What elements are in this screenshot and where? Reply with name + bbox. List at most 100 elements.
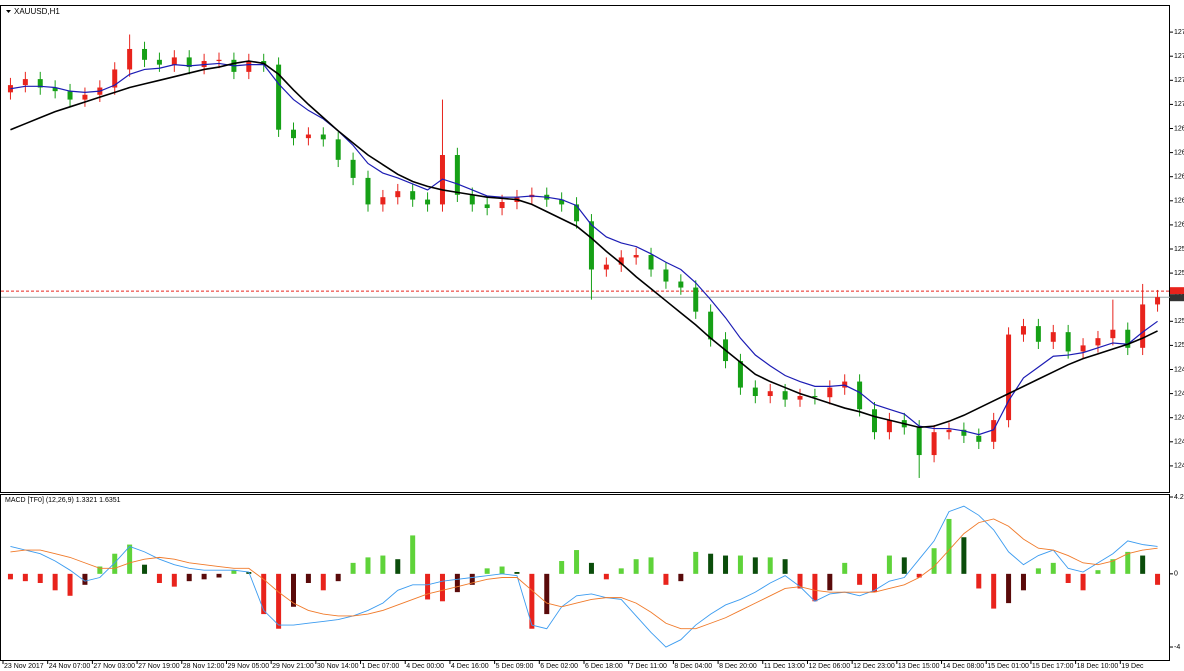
histogram-bar — [261, 573, 267, 615]
histogram-bar — [648, 557, 654, 574]
symbol-label: XAUUSD,H1 — [14, 7, 60, 16]
histogram-bar — [797, 573, 803, 589]
candle-body — [216, 59, 222, 62]
candle-body — [767, 391, 773, 397]
histogram-bar — [514, 572, 520, 574]
candle-body — [246, 61, 252, 72]
histogram-bar — [469, 573, 475, 585]
histogram-bar — [1140, 555, 1146, 574]
candle-body — [1155, 297, 1161, 305]
histogram-bar — [588, 562, 594, 574]
x-tick-label: 29 Nov 05:00 — [227, 663, 269, 670]
candle-body — [350, 159, 356, 178]
y-tick-label: 1248 — [1174, 366, 1184, 373]
histogram-bar — [97, 566, 103, 574]
candle-body — [1125, 329, 1131, 348]
histogram-bar — [559, 561, 565, 574]
candle-body — [127, 48, 133, 70]
histogram-bar — [142, 564, 148, 574]
candle-body — [186, 57, 192, 68]
x-tick-label: 7 Dec 11:00 — [630, 663, 667, 670]
candle-body — [52, 87, 58, 92]
histogram-bar — [886, 555, 892, 574]
histogram-bar — [574, 550, 580, 574]
candle-body — [67, 91, 73, 100]
bid-tag — [1170, 294, 1184, 302]
histogram-bar — [916, 573, 922, 578]
candle-body — [991, 420, 997, 442]
x-tick-label: 4 Dec 00:00 — [406, 663, 444, 670]
histogram-bar — [22, 573, 28, 582]
candle-body — [946, 429, 952, 433]
histogram-bar — [737, 555, 743, 574]
x-tick-label: 4 Dec 16:00 — [451, 663, 489, 670]
candle-body — [22, 79, 28, 86]
candle-body — [156, 59, 162, 65]
x-tick-label: 12 Dec 06:00 — [808, 663, 850, 670]
histogram-bar — [872, 573, 877, 593]
histogram-bar — [1080, 573, 1086, 591]
histogram-bar — [1050, 562, 1056, 574]
x-tick-label: 30 Nov 14:00 — [317, 663, 359, 670]
histogram-bar — [901, 557, 907, 574]
candle-body — [857, 381, 863, 410]
moving-average — [10, 62, 1158, 436]
symbol-menu-arrow[interactable] — [6, 10, 11, 13]
histogram-bar — [156, 573, 162, 583]
x-tick-label: 27 Nov 19:00 — [138, 663, 180, 670]
histogram-bar — [320, 573, 326, 591]
candle-body — [201, 61, 207, 68]
x-tick-label: 12 Dec 23:00 — [853, 663, 895, 670]
x-tick-label: 8 Dec 04:00 — [674, 663, 712, 670]
y-tick-label: 1244 — [1174, 415, 1184, 422]
candle-body — [693, 287, 699, 312]
histogram-bar — [305, 573, 311, 583]
candle-body — [1065, 332, 1071, 352]
y-tick-label: 4.2 — [1174, 494, 1184, 501]
y-tick-label: 1270 — [1174, 101, 1184, 108]
candle-body — [171, 57, 177, 65]
candle-body — [1110, 329, 1116, 339]
candle-body — [737, 361, 743, 388]
histogram-bar — [663, 573, 669, 585]
candle-body — [559, 199, 565, 205]
candle-body — [708, 311, 714, 340]
candle-body — [499, 202, 505, 209]
candle-body — [752, 387, 758, 397]
x-tick-label: 1 Dec 07:00 — [362, 663, 400, 670]
candle-body — [648, 255, 654, 270]
candle-body — [142, 48, 148, 60]
histogram-bar — [529, 573, 535, 629]
histogram-bar — [291, 573, 296, 607]
histogram-bar — [350, 562, 356, 574]
histogram-bar — [812, 573, 818, 602]
histogram-bar — [961, 537, 967, 574]
histogram-bar — [37, 573, 43, 583]
y-tick-label: 1260 — [1174, 222, 1184, 229]
candle-body — [1095, 338, 1101, 346]
moving-average — [10, 60, 1158, 429]
y-tick-label: 1264 — [1174, 174, 1184, 181]
candle-body — [961, 429, 967, 436]
histogram-bar — [708, 553, 714, 574]
y-tick-label: 1256 — [1174, 270, 1184, 277]
histogram-bar — [454, 573, 460, 593]
histogram-bar — [618, 568, 624, 574]
x-tick-label: 19 Dec — [1121, 663, 1144, 670]
x-tick-label: 11 Dec 13:00 — [764, 663, 805, 670]
histogram-bar — [52, 573, 58, 591]
histogram-bar — [82, 573, 88, 585]
histogram-bar — [425, 573, 431, 600]
histogram-bar — [976, 573, 982, 589]
histogram-bar — [186, 573, 192, 582]
histogram-bar — [678, 573, 684, 582]
histogram-bar — [127, 544, 133, 574]
candle-body — [872, 409, 877, 433]
histogram-bar — [603, 573, 609, 580]
x-tick-label: 8 Dec 20:00 — [719, 663, 757, 670]
histogram-bar — [112, 553, 118, 574]
candle-body — [1140, 304, 1146, 348]
histogram-bar — [395, 559, 401, 574]
